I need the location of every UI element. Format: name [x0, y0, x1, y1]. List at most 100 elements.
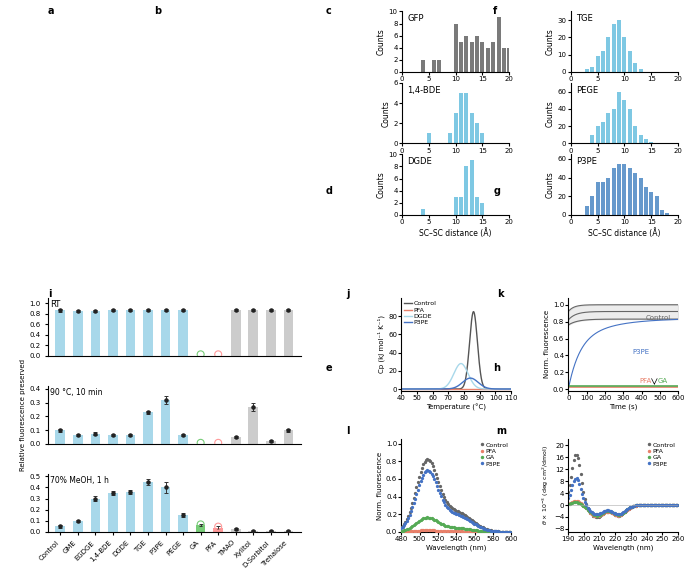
- Point: [213, 349, 224, 359]
- Point: [671, 500, 682, 510]
- Point: [584, 506, 595, 515]
- Point: [55, 522, 66, 531]
- Point: [630, 501, 641, 510]
- Point: [463, 515, 474, 525]
- Point: [491, 527, 502, 536]
- Point: [497, 527, 508, 537]
- Point: [563, 494, 574, 503]
- Point: [636, 500, 647, 510]
- Point: [625, 503, 636, 512]
- Point: [578, 494, 589, 503]
- Point: [589, 511, 600, 521]
- Bar: [55, 310, 65, 356]
- Bar: [665, 213, 669, 215]
- Bar: [606, 178, 610, 215]
- Point: [485, 527, 496, 537]
- Bar: [161, 309, 171, 356]
- Point: [487, 526, 498, 535]
- Point: [630, 501, 641, 510]
- Point: [265, 436, 276, 446]
- Bar: [214, 527, 223, 532]
- Point: [596, 508, 607, 517]
- Point: [448, 508, 459, 517]
- Point: [566, 486, 577, 495]
- Text: PFA: PFA: [640, 378, 652, 384]
- Point: [618, 509, 629, 518]
- Point: [437, 495, 448, 504]
- Bar: [601, 122, 605, 144]
- Point: [596, 510, 607, 519]
- Point: [610, 509, 621, 518]
- Point: [582, 505, 593, 514]
- Point: [633, 500, 644, 510]
- Point: [670, 500, 681, 510]
- Point: [600, 508, 611, 517]
- Bar: [178, 515, 188, 532]
- Point: [414, 526, 425, 535]
- Point: [632, 500, 643, 510]
- Point: [626, 502, 637, 511]
- Point: [462, 515, 473, 524]
- Point: [652, 500, 663, 510]
- Point: [423, 513, 434, 522]
- Point: [460, 514, 471, 523]
- Point: [452, 523, 463, 533]
- Text: j: j: [346, 289, 349, 299]
- Point: [667, 500, 678, 510]
- Point: [660, 500, 671, 510]
- Point: [595, 511, 606, 520]
- Point: [401, 514, 412, 523]
- Point: [641, 500, 652, 510]
- Point: [407, 527, 418, 536]
- Point: [440, 521, 451, 530]
- Bar: [480, 203, 484, 215]
- DGDE: [480, 386, 488, 392]
- Point: [406, 523, 416, 532]
- Point: [416, 473, 427, 482]
- Point: [451, 509, 462, 518]
- Point: [464, 517, 475, 526]
- Point: [399, 526, 410, 535]
- Point: [660, 500, 671, 510]
- Point: [463, 525, 474, 534]
- Point: [412, 526, 423, 535]
- Point: [599, 507, 610, 517]
- Point: [125, 487, 136, 496]
- Point: [396, 526, 407, 535]
- Point: [590, 511, 601, 520]
- Point: [656, 500, 667, 510]
- Point: [399, 519, 410, 529]
- Point: [623, 504, 634, 513]
- Point: [430, 516, 441, 525]
- Point: [451, 523, 462, 533]
- Bar: [585, 205, 589, 215]
- Point: [501, 527, 512, 537]
- Text: GA: GA: [658, 378, 668, 384]
- Point: [427, 462, 438, 471]
- Point: [482, 527, 493, 536]
- Point: [475, 523, 486, 532]
- PFA: [480, 385, 488, 392]
- Point: [640, 500, 651, 510]
- Bar: [638, 69, 643, 72]
- Bar: [623, 164, 626, 215]
- Point: [441, 502, 452, 511]
- Point: [423, 466, 434, 475]
- Point: [655, 500, 666, 510]
- Bar: [475, 35, 479, 72]
- Point: [265, 526, 276, 535]
- Point: [614, 510, 625, 519]
- Point: [463, 527, 474, 536]
- Point: [660, 500, 671, 510]
- Text: i: i: [48, 289, 51, 299]
- Point: [656, 500, 667, 510]
- Point: [459, 527, 470, 536]
- Point: [410, 494, 421, 503]
- Point: [671, 500, 682, 510]
- Point: [195, 520, 206, 529]
- Point: [611, 511, 622, 520]
- Bar: [655, 196, 659, 215]
- Point: [641, 500, 652, 510]
- Bar: [595, 57, 599, 72]
- Point: [432, 482, 443, 491]
